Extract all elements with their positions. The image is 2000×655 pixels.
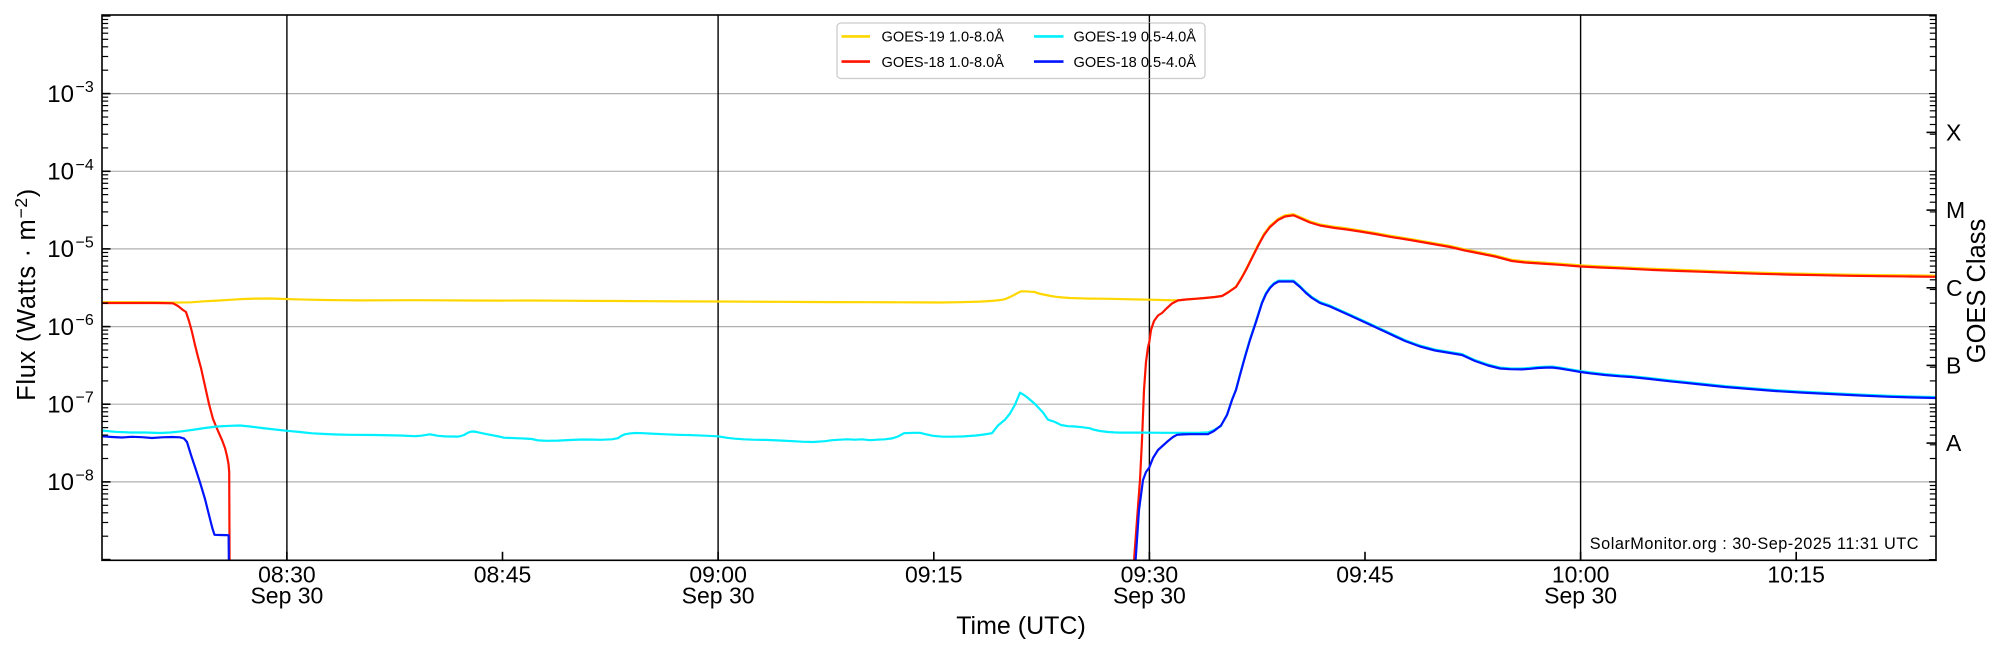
svg-text:GOES-18 1.0-8.0Å: GOES-18 1.0-8.0Å xyxy=(882,54,1005,71)
svg-text:X: X xyxy=(1946,119,1961,145)
svg-text:−4: −4 xyxy=(76,157,94,174)
svg-text:A: A xyxy=(1946,430,1962,456)
svg-text:10: 10 xyxy=(47,391,74,418)
svg-text:M: M xyxy=(1946,197,1965,223)
svg-text:10: 10 xyxy=(47,314,74,341)
svg-text:B: B xyxy=(1946,352,1961,378)
svg-text:10: 10 xyxy=(47,159,74,186)
svg-text:−8: −8 xyxy=(76,467,94,484)
svg-text:09:45: 09:45 xyxy=(1336,562,1394,588)
svg-text:SolarMonitor.org : 30-Sep-2025: SolarMonitor.org : 30-Sep-2025 11:31 UTC xyxy=(1590,535,1919,553)
svg-text:10:00: 10:00 xyxy=(1552,562,1610,588)
svg-text:08:45: 08:45 xyxy=(474,562,532,588)
svg-text:09:15: 09:15 xyxy=(905,562,963,588)
svg-text:08:30: 08:30 xyxy=(258,562,316,588)
svg-text:Sep 30: Sep 30 xyxy=(682,583,755,609)
svg-text:GOES-19 0.5-4.0Å: GOES-19 0.5-4.0Å xyxy=(1074,29,1197,46)
svg-text:09:30: 09:30 xyxy=(1121,562,1179,588)
svg-text:09:00: 09:00 xyxy=(689,562,747,588)
svg-text:C: C xyxy=(1946,275,1963,301)
svg-text:Sep 30: Sep 30 xyxy=(1544,583,1617,609)
svg-text:10: 10 xyxy=(47,469,74,496)
svg-text:Sep 30: Sep 30 xyxy=(250,583,323,609)
svg-text:Flux (Watts · m−2): Flux (Watts · m−2) xyxy=(11,188,41,401)
svg-text:10:15: 10:15 xyxy=(1767,562,1825,588)
svg-text:GOES-18 0.5-4.0Å: GOES-18 0.5-4.0Å xyxy=(1074,54,1197,71)
svg-text:Time (UTC): Time (UTC) xyxy=(956,612,1086,640)
svg-text:Sep 30: Sep 30 xyxy=(1113,583,1186,609)
svg-text:GOES-19 1.0-8.0Å: GOES-19 1.0-8.0Å xyxy=(882,29,1005,46)
svg-text:−7: −7 xyxy=(76,390,94,407)
svg-text:−6: −6 xyxy=(76,312,94,329)
svg-text:10: 10 xyxy=(47,236,74,263)
svg-text:−3: −3 xyxy=(76,79,94,96)
svg-text:−5: −5 xyxy=(76,234,94,251)
svg-text:10: 10 xyxy=(47,81,74,108)
svg-text:GOES Class: GOES Class xyxy=(1963,219,1991,364)
